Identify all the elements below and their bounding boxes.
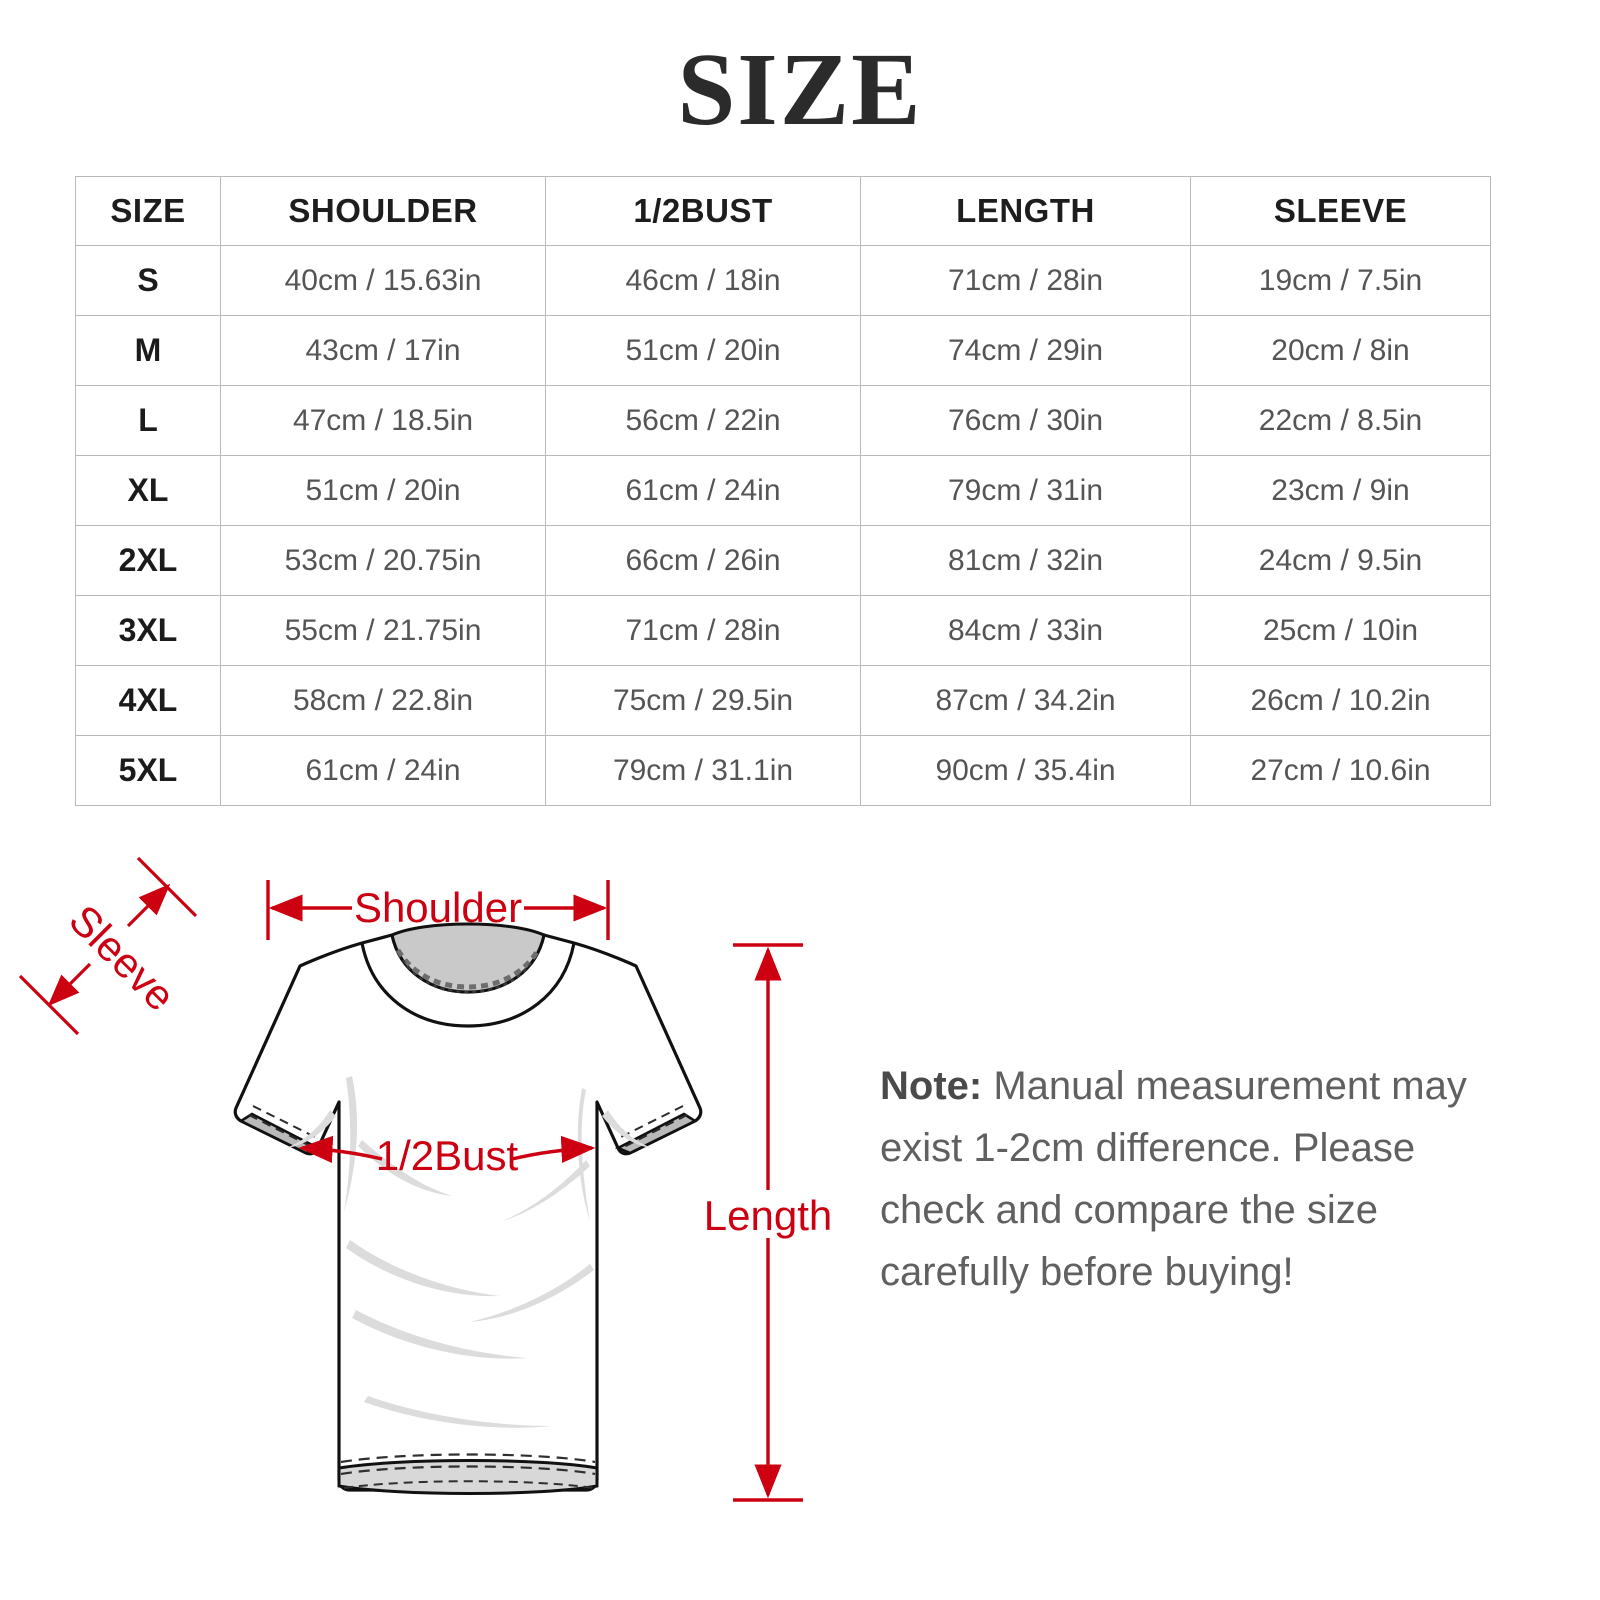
cell-shoulder: 51cm / 20in	[220, 455, 546, 526]
cell-sleeve: 24cm / 9.5in	[1190, 525, 1491, 596]
fabric-wrinkles	[286, 1076, 652, 1428]
note-block: Note: Manual measurement may exist 1-2cm…	[880, 1055, 1520, 1303]
cell-sleeve: 27cm / 10.6in	[1190, 735, 1491, 806]
cell-sleeve: 23cm / 9in	[1190, 455, 1491, 526]
cell-bust: 46cm / 18in	[545, 245, 861, 316]
column-header-shoulder: SHOULDER	[220, 176, 546, 246]
column-header-length: LENGTH	[860, 176, 1191, 246]
cell-size: L	[75, 385, 221, 456]
cell-shoulder: 61cm / 24in	[220, 735, 546, 806]
cell-length: 71cm / 28in	[860, 245, 1191, 316]
cell-size: S	[75, 245, 221, 316]
cell-length: 81cm / 32in	[860, 525, 1191, 596]
cell-length: 79cm / 31in	[860, 455, 1191, 526]
tshirt-measurement-diagram: Shoulder Sleeve 1/2Bust Length	[0, 840, 880, 1560]
note-label: Note:	[880, 1064, 983, 1108]
right-cuff-stitch-1	[616, 1105, 684, 1140]
length-label: Length	[704, 1192, 832, 1239]
column-header-sleeve: SLEEVE	[1190, 176, 1491, 246]
column-header-size: SIZE	[75, 176, 221, 246]
cell-shoulder: 53cm / 20.75in	[220, 525, 546, 596]
table-row: XL 51cm / 20in 61cm / 24in 79cm / 31in 2…	[75, 455, 1491, 526]
cell-size: 4XL	[75, 665, 221, 736]
collar-outline	[360, 942, 576, 1028]
page-title: SIZE	[677, 32, 923, 147]
cell-bust: 51cm / 20in	[545, 315, 861, 386]
cell-sleeve: 19cm / 7.5in	[1190, 245, 1491, 316]
table-row: 5XL 61cm / 24in 79cm / 31.1in 90cm / 35.…	[75, 735, 1491, 806]
cell-shoulder: 40cm / 15.63in	[220, 245, 546, 316]
hem-stitch-3	[343, 1480, 594, 1489]
collar-inner	[390, 922, 546, 994]
cell-shoulder: 47cm / 18.5in	[220, 385, 546, 456]
cell-length: 84cm / 33in	[860, 595, 1191, 666]
cell-length: 74cm / 29in	[860, 315, 1191, 386]
sleeve-measure: Sleeve	[18, 856, 198, 1036]
cell-bust: 66cm / 26in	[545, 525, 861, 596]
cell-shoulder: 55cm / 21.75in	[220, 595, 546, 666]
right-cuff-stitch-2	[621, 1114, 688, 1149]
cell-length: 76cm / 30in	[860, 385, 1191, 456]
hem-stitch-2	[340, 1465, 596, 1476]
bust-arrow-right	[511, 1135, 596, 1163]
cell-bust: 75cm / 29.5in	[545, 665, 861, 736]
cell-sleeve: 25cm / 10in	[1190, 595, 1491, 666]
cell-shoulder: 43cm / 17in	[220, 315, 546, 386]
table-row: L 47cm / 18.5in 56cm / 22in 76cm / 30in …	[75, 385, 1491, 456]
shoulder-label: Shoulder	[354, 884, 522, 931]
collar-band	[395, 948, 541, 990]
column-header-bust: 1/2BUST	[545, 176, 861, 246]
table-row: 4XL 58cm / 22.8in 75cm / 29.5in 87cm / 3…	[75, 665, 1491, 736]
table-row: 3XL 55cm / 21.75in 71cm / 28in 84cm / 33…	[75, 595, 1491, 666]
bust-arrow-left	[298, 1135, 383, 1163]
cell-sleeve: 26cm / 10.2in	[1190, 665, 1491, 736]
note-text: Manual measurement may exist 1-2cm diffe…	[880, 1064, 1467, 1294]
size-chart-table: SIZE SHOULDER 1/2BUST LENGTH SLEEVE S 40…	[75, 176, 1491, 806]
cell-shoulder: 58cm / 22.8in	[220, 665, 546, 736]
sleeve-label: Sleeve	[60, 896, 184, 1020]
table-row: S 40cm / 15.63in 46cm / 18in 71cm / 28in…	[75, 245, 1491, 316]
cell-bust: 71cm / 28in	[545, 595, 861, 666]
tshirt-illustration	[233, 922, 703, 1495]
cell-bust: 79cm / 31.1in	[545, 735, 861, 806]
cell-sleeve: 22cm / 8.5in	[1190, 385, 1491, 456]
length-measure: Length	[704, 943, 832, 1502]
collar-ribbing	[402, 959, 534, 994]
cell-size: 5XL	[75, 735, 221, 806]
cell-sleeve: 20cm / 8in	[1190, 315, 1491, 386]
cell-size: 3XL	[75, 595, 221, 666]
table-header-row: SIZE SHOULDER 1/2BUST LENGTH SLEEVE	[75, 176, 1491, 246]
bust-label: 1/2Bust	[376, 1132, 519, 1179]
sleeve-arrow-lower	[47, 962, 92, 1007]
hem-stitch-1	[340, 1453, 596, 1464]
shoulder-measure: Shoulder	[266, 880, 610, 940]
cell-size: 2XL	[75, 525, 221, 596]
cell-size: XL	[75, 455, 221, 526]
cell-length: 87cm / 34.2in	[860, 665, 1191, 736]
cell-bust: 61cm / 24in	[545, 455, 861, 526]
cell-bust: 56cm / 22in	[545, 385, 861, 456]
table-row: 2XL 53cm / 20.75in 66cm / 26in 81cm / 32…	[75, 525, 1491, 596]
cell-length: 90cm / 35.4in	[860, 735, 1191, 806]
tshirt-outline	[233, 933, 703, 1492]
sleeve-arrow-upper	[126, 883, 171, 928]
left-cuff-stitch-1	[252, 1105, 320, 1140]
cell-size: M	[75, 315, 221, 386]
table-row: M 43cm / 17in 51cm / 20in 74cm / 29in 20…	[75, 315, 1491, 386]
bust-measure: 1/2Bust	[298, 1132, 596, 1179]
